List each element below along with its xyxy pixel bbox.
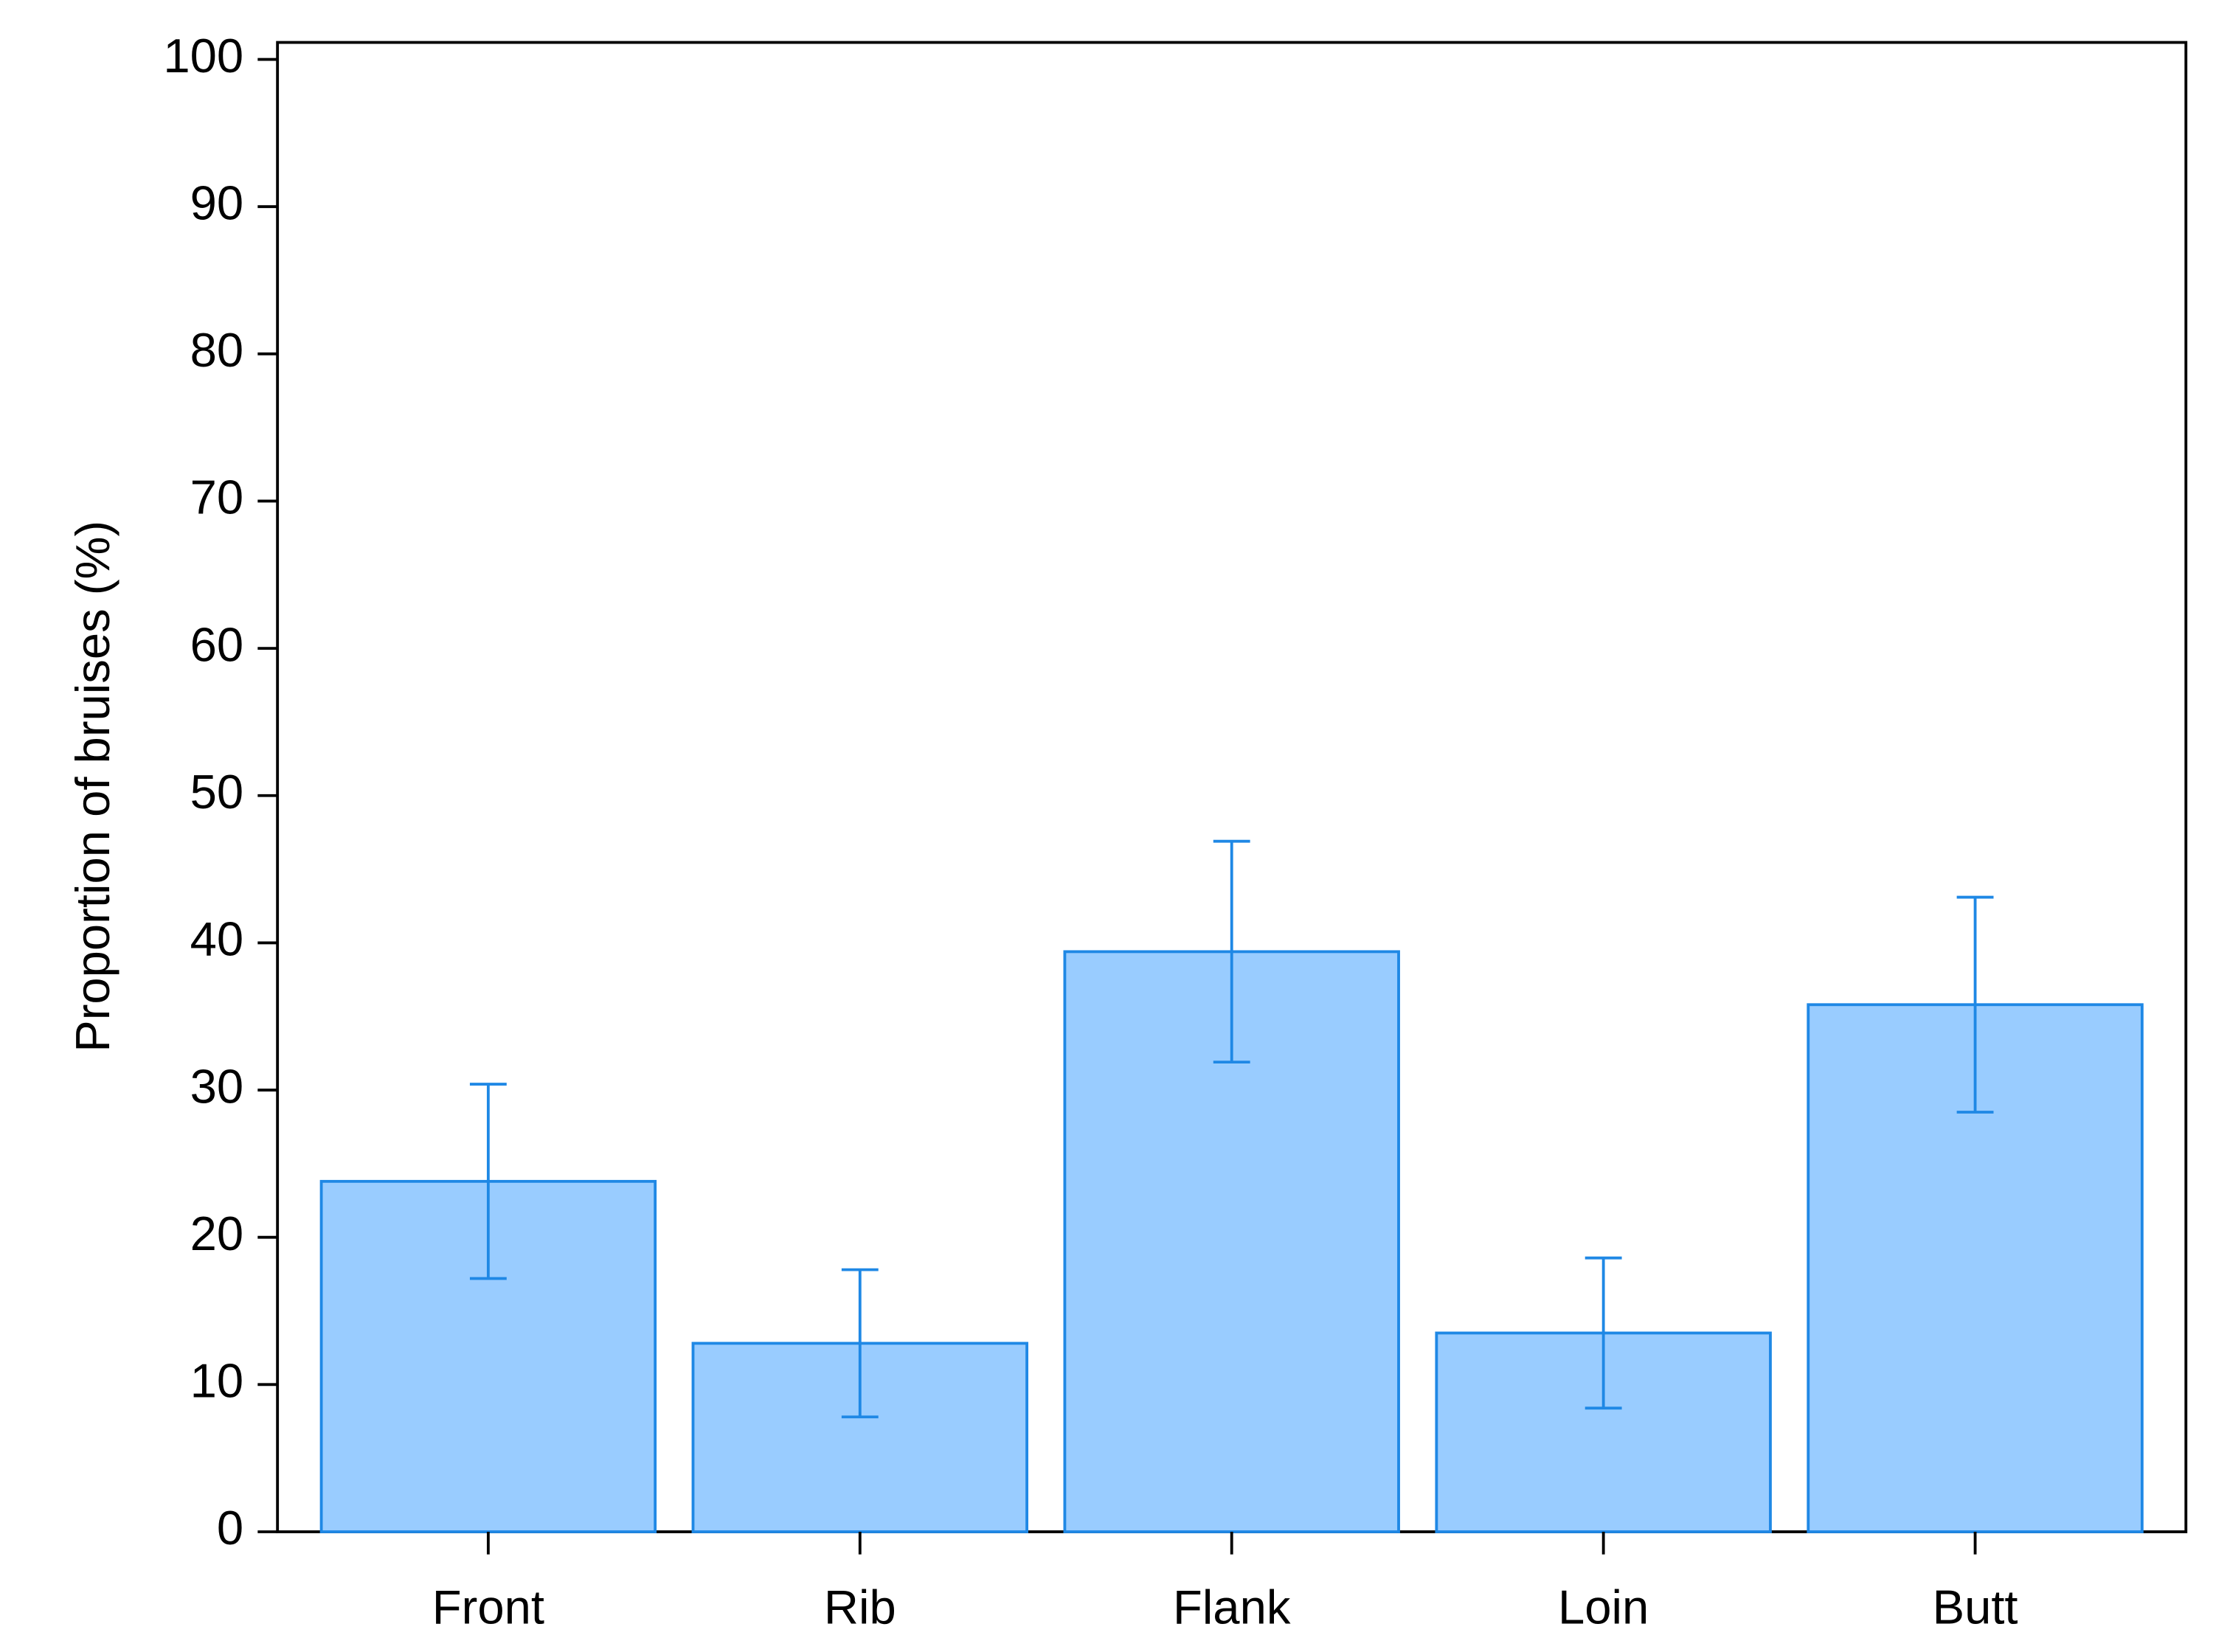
x-tick-label: Loin xyxy=(1558,1580,1649,1634)
x-tick-label: Butt xyxy=(1933,1580,2018,1634)
y-tick-label: 90 xyxy=(190,176,244,229)
y-tick-label: 30 xyxy=(190,1059,244,1113)
y-tick-label: 70 xyxy=(190,471,244,524)
y-tick-label: 0 xyxy=(217,1501,243,1555)
y-axis-label: Proportion of bruises (%) xyxy=(66,521,120,1052)
y-tick-label: 10 xyxy=(190,1354,244,1408)
x-tick-label: Flank xyxy=(1173,1580,1291,1634)
x-tick-label: Front xyxy=(432,1580,544,1634)
y-tick-label: 40 xyxy=(190,912,244,966)
y-tick-label: 80 xyxy=(190,323,244,377)
x-tick-label: Rib xyxy=(824,1580,896,1634)
y-tick-label: 50 xyxy=(190,765,244,819)
y-tick-label: 60 xyxy=(190,617,244,671)
y-tick-label: 100 xyxy=(163,29,243,83)
y-tick-label: 20 xyxy=(190,1207,244,1260)
